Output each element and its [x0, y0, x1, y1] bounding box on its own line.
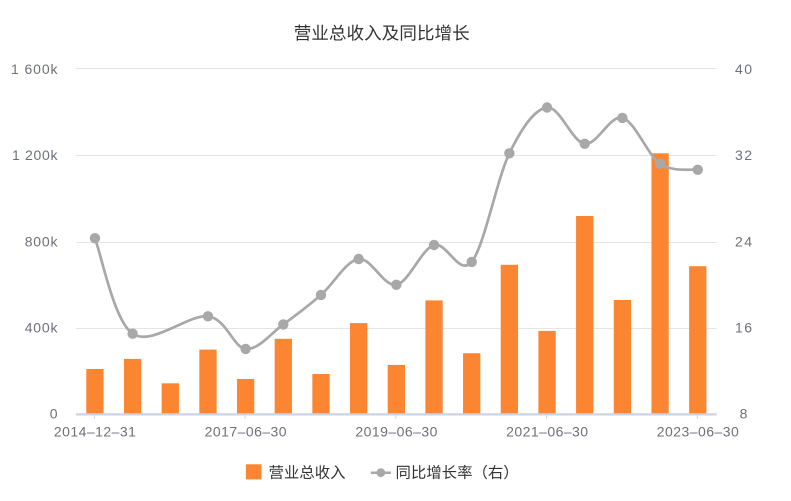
svg-text:8: 8	[740, 406, 748, 422]
svg-text:24: 24	[735, 233, 752, 249]
svg-text:2014–12–31: 2014–12–31	[54, 423, 136, 439]
svg-text:2021–06–30: 2021–06–30	[506, 423, 588, 439]
svg-text:32: 32	[735, 147, 752, 163]
svg-text:2017–06–30: 2017–06–30	[205, 423, 287, 439]
svg-text:800k: 800k	[25, 233, 59, 249]
svg-text:0: 0	[50, 406, 58, 422]
svg-text:400k: 400k	[25, 319, 59, 335]
svg-text:16: 16	[735, 319, 752, 335]
svg-text:2019–06–30: 2019–06–30	[355, 423, 437, 439]
svg-text:1 200k: 1 200k	[12, 147, 59, 163]
svg-text:1 600k: 1 600k	[11, 61, 59, 77]
svg-text:40: 40	[735, 61, 752, 77]
svg-text:2023–06–30: 2023–06–30	[657, 423, 739, 439]
